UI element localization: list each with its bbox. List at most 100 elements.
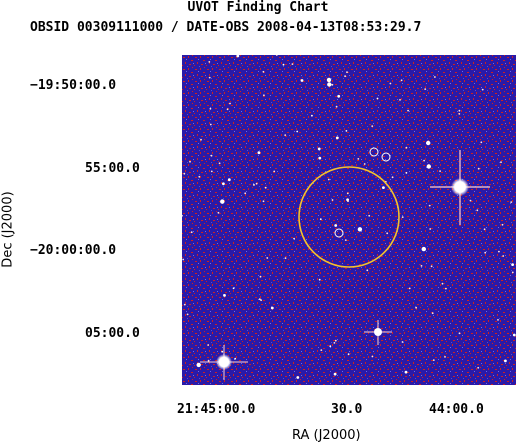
field-star <box>391 176 394 179</box>
field-star <box>234 357 237 360</box>
field-star <box>208 61 211 63</box>
field-star <box>481 88 484 91</box>
field-star <box>196 362 201 368</box>
field-star <box>415 306 417 309</box>
field-star <box>335 105 338 108</box>
field-star <box>405 172 408 174</box>
field-star <box>401 216 404 219</box>
field-star <box>500 161 502 164</box>
field-star <box>190 231 193 234</box>
field-star <box>431 312 434 315</box>
field-star <box>282 63 285 66</box>
field-star <box>232 287 235 290</box>
field-star <box>420 265 423 267</box>
field-star <box>186 313 189 316</box>
field-star <box>404 370 408 374</box>
field-star <box>400 79 403 82</box>
field-star <box>401 341 404 343</box>
field-star <box>189 160 191 163</box>
field-star <box>327 178 330 181</box>
field-star <box>357 227 363 232</box>
field-star <box>331 83 334 86</box>
field-star <box>511 271 514 274</box>
field-star <box>217 211 220 214</box>
field-star <box>293 237 295 240</box>
field-star <box>200 138 202 141</box>
field-star <box>296 376 300 379</box>
field-star <box>210 170 213 173</box>
field-star <box>262 70 265 73</box>
field-star <box>439 170 441 172</box>
field-star <box>344 239 347 242</box>
field-star <box>182 214 183 217</box>
field-star <box>284 134 287 136</box>
field-star <box>244 192 247 195</box>
field-star <box>444 356 446 358</box>
field-star <box>253 184 255 186</box>
field-star <box>445 287 447 290</box>
field-star <box>376 97 379 100</box>
field-star <box>511 263 514 266</box>
field-star <box>335 136 339 140</box>
field-star <box>368 214 371 217</box>
field-star <box>318 156 322 160</box>
field-star <box>347 353 350 355</box>
field-star <box>428 204 431 207</box>
field-star <box>319 218 322 221</box>
field-star <box>329 345 332 348</box>
field-star <box>484 251 487 254</box>
field-star <box>183 303 186 306</box>
field-star <box>259 275 262 278</box>
field-star <box>263 94 265 97</box>
field-star <box>331 199 334 201</box>
field-star <box>320 349 323 351</box>
field-star <box>371 355 374 358</box>
bright-star <box>200 345 248 380</box>
field-star <box>429 228 432 230</box>
field-star <box>262 200 265 203</box>
field-star <box>434 76 436 78</box>
dec-tick-label: −19:50:00.0 <box>30 78 117 93</box>
sky-image <box>182 55 516 385</box>
field-star <box>480 141 483 144</box>
x-axis-label: RA (J2000) <box>292 428 361 443</box>
field-star <box>296 130 299 133</box>
field-star <box>334 224 338 227</box>
field-star <box>284 257 287 259</box>
field-star <box>207 344 210 346</box>
field-star <box>421 246 426 252</box>
field-star <box>477 167 480 170</box>
field-star <box>207 359 210 362</box>
field-star <box>258 298 261 301</box>
field-star <box>382 186 385 190</box>
field-star <box>366 269 369 272</box>
field-star <box>346 192 349 195</box>
field-star <box>408 287 411 290</box>
field-star <box>498 250 500 253</box>
field-star <box>257 151 261 155</box>
field-star <box>182 258 185 261</box>
field-star <box>476 209 479 212</box>
field-star <box>432 359 435 361</box>
field-star <box>326 77 332 83</box>
field-star <box>236 55 240 58</box>
field-star <box>333 342 336 344</box>
field-star <box>469 199 472 202</box>
field-star <box>264 186 267 189</box>
bright-star <box>364 320 392 345</box>
field-star <box>345 130 348 132</box>
field-star <box>346 71 348 74</box>
field-star <box>291 63 294 65</box>
field-star <box>333 372 337 376</box>
field-star <box>424 88 427 90</box>
field-star <box>210 154 213 157</box>
dec-tick-label: 05:00.0 <box>85 326 140 341</box>
field-star <box>260 299 262 302</box>
field-star <box>311 114 313 117</box>
field-star <box>363 163 366 165</box>
field-stars <box>182 55 516 379</box>
field-star <box>504 359 507 363</box>
field-star <box>223 294 226 297</box>
field-star <box>502 255 505 257</box>
field-star <box>426 164 431 169</box>
